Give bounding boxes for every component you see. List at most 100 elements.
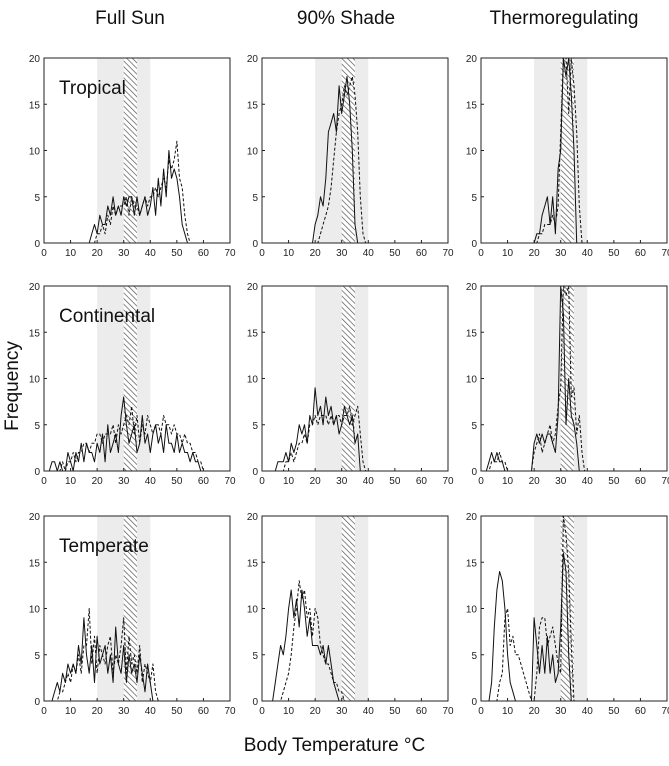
y-tick-label: 15	[247, 100, 259, 111]
x-tick-label: 30	[555, 476, 567, 487]
x-tick-label: 50	[608, 248, 620, 259]
y-tick-label: 15	[29, 100, 41, 111]
x-tick-label: 10	[65, 706, 77, 717]
x-tick-label: 0	[41, 248, 47, 259]
series-dashed	[262, 405, 448, 472]
y-tick-label: 0	[471, 467, 477, 478]
x-tick-label: 20	[529, 248, 541, 259]
y-tick-label: 10	[466, 605, 478, 616]
x-tick-label: 40	[363, 248, 375, 259]
x-tick-label: 60	[198, 476, 210, 487]
x-tick-label: 60	[416, 706, 428, 717]
x-tick-label: 10	[502, 248, 514, 259]
y-tick-label: 15	[29, 558, 41, 569]
x-tick-label: 0	[259, 706, 265, 717]
x-tick-label: 70	[442, 476, 454, 487]
x-tick-label: 10	[283, 248, 295, 259]
y-tick-label: 5	[34, 651, 40, 662]
x-tick-label: 30	[118, 476, 130, 487]
y-tick-label: 5	[34, 421, 40, 432]
panel-1-2: 0 10 20 30 40 50 60 70 0 5 10 15 20	[247, 512, 454, 717]
y-tick-label: 20	[247, 512, 259, 523]
x-tick-label: 50	[389, 248, 401, 259]
x-tick-label: 60	[416, 248, 428, 259]
panel-2-2: 0 10 20 30 40 50 60 70 0 5 10 15 20	[466, 512, 669, 717]
x-tick-label: 20	[92, 706, 104, 717]
x-tick-label: 60	[198, 706, 210, 717]
y-tick-label: 20	[29, 54, 41, 65]
x-tick-label: 50	[171, 476, 183, 487]
y-tick-label: 20	[247, 282, 259, 293]
x-tick-label: 50	[171, 248, 183, 259]
y-tick-label: 5	[471, 193, 477, 204]
x-tick-label: 50	[608, 706, 620, 717]
x-tick-label: 60	[635, 248, 647, 259]
panel-2-1: 0 10 20 30 40 50 60 70 0 5 10 15 20	[466, 282, 669, 487]
y-tick-label: 15	[247, 328, 259, 339]
y-tick-label: 10	[247, 147, 259, 158]
x-tick-label: 30	[336, 248, 348, 259]
panel-2-0: 0 10 20 30 40 50 60 70 0 5 10 15 20	[466, 54, 669, 259]
y-tick-label: 0	[252, 239, 258, 250]
y-tick-label: 20	[247, 54, 259, 65]
x-tick-label: 0	[41, 706, 47, 717]
hatched-band	[341, 516, 355, 701]
y-tick-label: 15	[466, 328, 478, 339]
series-dashed	[481, 285, 667, 472]
y-tick-label: 0	[252, 697, 258, 708]
y-tick-label: 0	[471, 239, 477, 250]
x-tick-label: 70	[224, 248, 236, 259]
x-tick-label: 40	[363, 706, 375, 717]
y-tick-label: 0	[34, 239, 40, 250]
x-tick-label: 40	[582, 248, 594, 259]
x-tick-label: 0	[259, 476, 265, 487]
x-tick-label: 70	[224, 706, 236, 717]
x-tick-label: 40	[145, 706, 157, 717]
x-tick-label: 0	[478, 248, 484, 259]
x-tick-label: 30	[555, 706, 567, 717]
y-tick-label: 5	[252, 421, 258, 432]
y-tick-label: 5	[252, 193, 258, 204]
series-solid	[262, 76, 448, 244]
x-tick-label: 70	[661, 476, 669, 487]
x-tick-label: 0	[259, 248, 265, 259]
y-tick-label: 0	[34, 467, 40, 478]
column-title-full-sun: Full Sun	[95, 8, 165, 29]
y-tick-label: 20	[466, 54, 478, 65]
panel-0-1: 0 10 20 30 40 50 60 70 0 5 10 15 20 Continental	[29, 282, 236, 487]
x-axis-label: Body Temperature °C	[243, 735, 426, 756]
x-tick-label: 40	[582, 476, 594, 487]
hatched-band	[123, 516, 137, 701]
x-tick-label: 20	[92, 476, 104, 487]
x-tick-label: 70	[661, 248, 669, 259]
x-tick-label: 20	[92, 248, 104, 259]
x-tick-label: 10	[502, 706, 514, 717]
y-tick-label: 20	[466, 512, 478, 523]
series-dashed	[262, 76, 448, 244]
y-tick-label: 15	[466, 100, 478, 111]
y-tick-label: 5	[471, 651, 477, 662]
x-tick-label: 20	[310, 476, 322, 487]
x-tick-label: 70	[661, 706, 669, 717]
panel-0-0: 0 10 20 30 40 50 60 70 0 5 10 15 20 Tropical	[29, 54, 236, 259]
y-tick-label: 5	[34, 193, 40, 204]
x-tick-label: 60	[416, 476, 428, 487]
y-tick-label: 15	[29, 328, 41, 339]
x-tick-label: 10	[283, 476, 295, 487]
y-tick-label: 15	[466, 558, 478, 569]
x-tick-label: 20	[529, 476, 541, 487]
x-tick-label: 50	[608, 476, 620, 487]
x-tick-label: 40	[145, 248, 157, 259]
y-tick-label: 10	[29, 605, 41, 616]
hatched-band	[341, 58, 355, 243]
column-title-thermoregulating: Thermoregulating	[489, 8, 639, 29]
x-tick-label: 60	[635, 476, 647, 487]
y-tick-label: 10	[29, 147, 41, 158]
y-tick-label: 10	[247, 605, 259, 616]
y-tick-label: 20	[466, 282, 478, 293]
y-tick-label: 0	[471, 697, 477, 708]
x-tick-label: 40	[145, 476, 157, 487]
x-tick-label: 50	[171, 706, 183, 717]
panel-1-1: 0 10 20 30 40 50 60 70 0 5 10 15 20	[247, 282, 454, 487]
x-tick-label: 30	[118, 706, 130, 717]
